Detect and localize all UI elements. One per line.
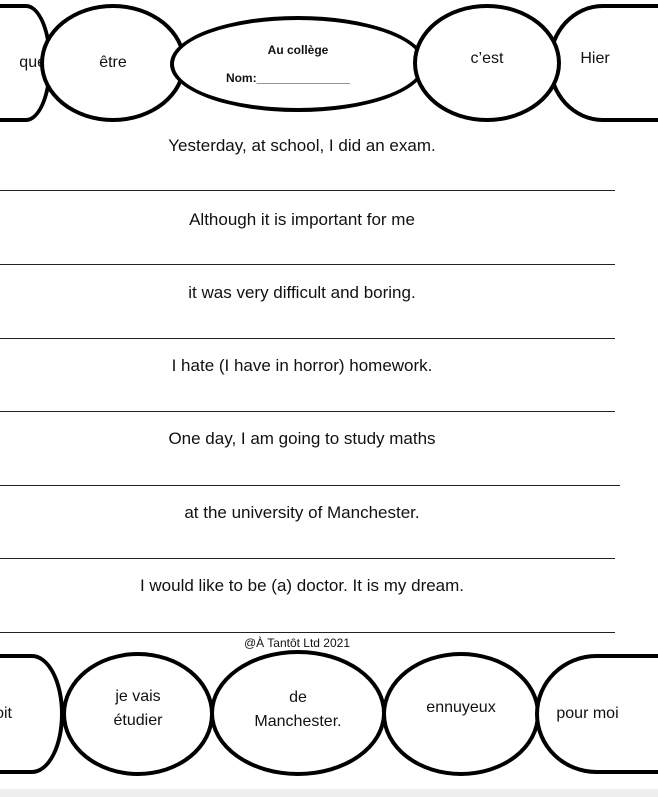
bubble-je-vais-etudier: je vais étudier — [62, 652, 214, 776]
bubble-text: ennuyeux — [426, 699, 496, 716]
bubble-de-manchester: de Manchester. — [210, 650, 386, 776]
sentence-2: Although it is important for me — [189, 210, 415, 229]
bubble-etre: être — [40, 4, 186, 122]
sentence-3: it was very difficult and boring. — [188, 283, 416, 302]
answer-line-3[interactable] — [0, 338, 615, 339]
page-bottom-edge — [0, 789, 658, 797]
sentence-7: I would like to be (a) doctor. It is my … — [139, 576, 465, 595]
bubble-text: c’est — [470, 50, 504, 67]
bubble-oit: oit — [0, 654, 64, 774]
bubble-text: Manchester. — [254, 713, 342, 730]
bubble-text: Hier — [580, 50, 610, 67]
bubble-text: oit — [0, 705, 12, 722]
answer-line-6[interactable] — [0, 558, 615, 559]
bubble-hier: Hier — [548, 4, 658, 122]
bubble-text: je vais — [115, 688, 161, 705]
sentence-5: One day, I am going to study maths — [168, 429, 436, 448]
answer-line-4[interactable] — [0, 411, 615, 412]
sentence-6: at the university of Manchester. — [184, 503, 420, 522]
answer-line-5[interactable] — [0, 485, 620, 486]
title-bubble: Au collège Nom:______________ — [170, 16, 426, 112]
bubble-text: être — [99, 54, 127, 71]
answer-line-2[interactable] — [0, 264, 615, 265]
bubble-text: de — [289, 689, 307, 706]
answer-line-1[interactable] — [0, 190, 615, 191]
sentence-1: Yesterday, at school, I did an exam. — [168, 136, 436, 155]
answer-line-7[interactable] — [0, 632, 615, 633]
bubble-text: que — [19, 54, 46, 71]
bubble-text: étudier — [113, 712, 163, 729]
copyright: @À Tantôt Ltd 2021 — [243, 636, 351, 650]
bubble-ennuyeux: ennuyeux — [382, 652, 540, 776]
name-field[interactable]: Nom:______________ — [225, 71, 351, 85]
bubble-cest: c’est — [413, 4, 561, 122]
bubble-pour-moi: pour moi — [535, 654, 658, 774]
worksheet-title: Au collège — [267, 43, 329, 57]
sentence-4: I hate (I have in horror) homework. — [171, 356, 433, 375]
bubble-text: pour moi — [556, 705, 619, 722]
